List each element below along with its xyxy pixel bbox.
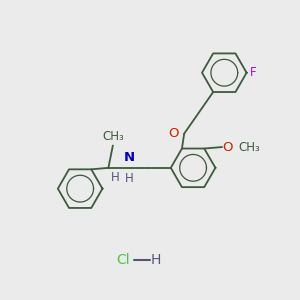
Text: N: N — [124, 151, 135, 164]
Text: H: H — [125, 172, 134, 185]
Text: O: O — [222, 140, 232, 154]
Text: Cl: Cl — [116, 253, 130, 267]
Text: H: H — [111, 171, 120, 184]
Text: O: O — [168, 127, 179, 140]
Text: F: F — [250, 66, 257, 79]
Text: CH₃: CH₃ — [103, 130, 124, 143]
Text: CH₃: CH₃ — [238, 140, 260, 154]
Text: H: H — [151, 253, 161, 267]
